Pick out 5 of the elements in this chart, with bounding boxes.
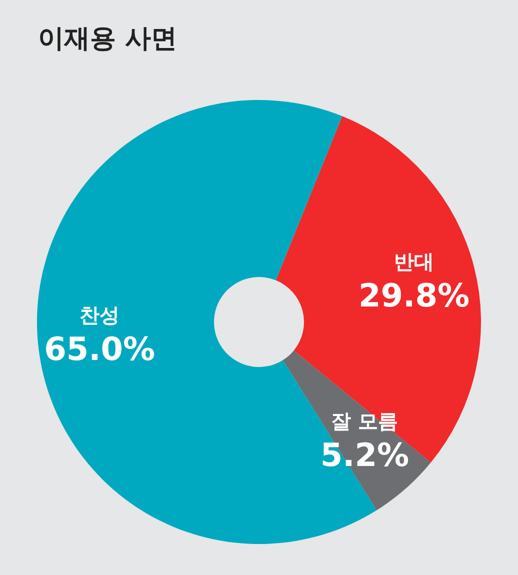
data-label: 65.0% — [44, 330, 156, 368]
slice-label: 반대 — [394, 249, 434, 274]
chart-title: 이재용 사면 — [38, 24, 178, 54]
data-label: 29.8% — [358, 276, 470, 314]
slice-label: 찬성 — [80, 302, 120, 327]
